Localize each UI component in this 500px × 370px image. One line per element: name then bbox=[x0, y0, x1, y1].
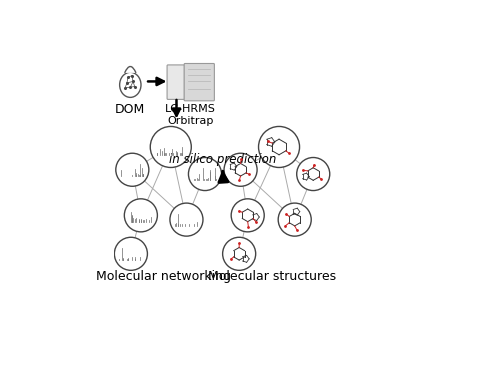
Text: DOM: DOM bbox=[115, 103, 146, 116]
Ellipse shape bbox=[120, 72, 141, 97]
Circle shape bbox=[124, 199, 158, 232]
Text: Molecular networking: Molecular networking bbox=[96, 270, 231, 283]
Circle shape bbox=[188, 158, 222, 191]
Circle shape bbox=[150, 127, 192, 168]
Circle shape bbox=[170, 203, 203, 236]
Circle shape bbox=[258, 127, 300, 168]
FancyBboxPatch shape bbox=[184, 64, 214, 101]
Circle shape bbox=[231, 199, 264, 232]
Text: in silico prediction: in silico prediction bbox=[169, 153, 276, 166]
Circle shape bbox=[224, 153, 257, 186]
Text: Molecular structures: Molecular structures bbox=[208, 270, 336, 283]
Text: LC-HRMS
Orbitrap: LC-HRMS Orbitrap bbox=[166, 104, 216, 126]
Circle shape bbox=[116, 153, 149, 186]
Circle shape bbox=[296, 158, 330, 191]
FancyBboxPatch shape bbox=[167, 65, 184, 100]
Circle shape bbox=[114, 237, 148, 270]
Circle shape bbox=[222, 237, 256, 270]
Circle shape bbox=[278, 203, 311, 236]
Polygon shape bbox=[124, 61, 136, 73]
